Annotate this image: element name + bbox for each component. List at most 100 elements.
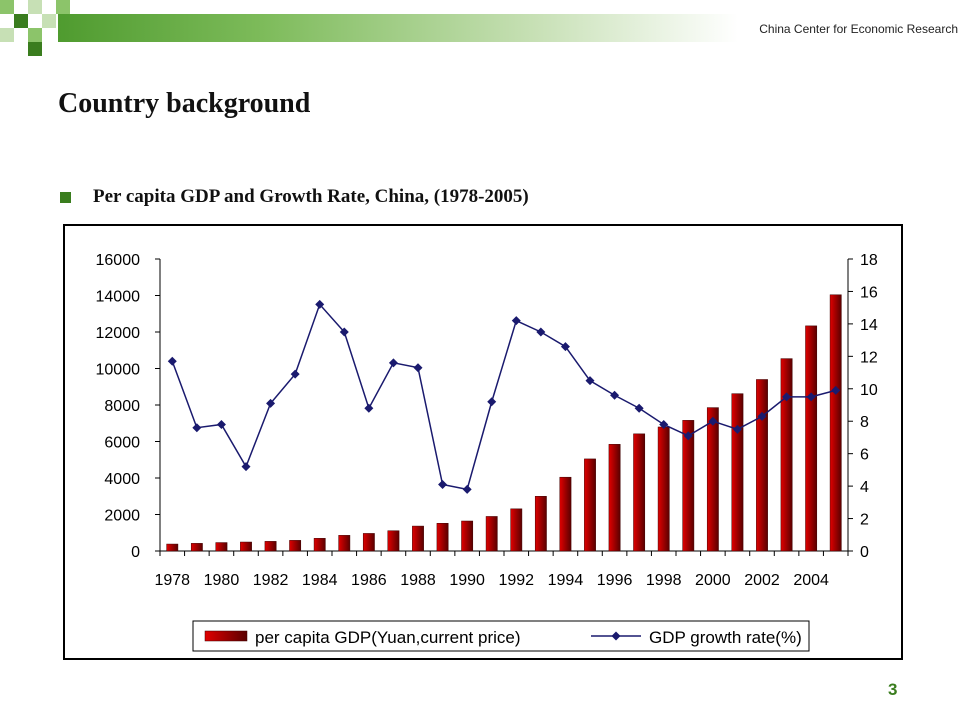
chart-caption: Per capita GDP and Growth Rate, China, (… bbox=[93, 186, 529, 207]
y-left-tick-label: 6000 bbox=[104, 435, 140, 452]
growth-rate-point bbox=[364, 403, 374, 413]
growth-rate-point bbox=[216, 419, 226, 429]
gdp-bar bbox=[264, 541, 277, 552]
growth-rate-point bbox=[831, 385, 841, 395]
y-left-tick-label: 12000 bbox=[96, 325, 141, 342]
gdp-bar bbox=[805, 325, 818, 552]
growth-rate-line bbox=[171, 302, 836, 491]
decor-square bbox=[28, 28, 42, 42]
gdp-bar bbox=[461, 520, 474, 552]
decor-square bbox=[56, 0, 70, 14]
growth-rate-point bbox=[560, 342, 570, 352]
growth-rate-point bbox=[757, 411, 767, 421]
header-decoration: China Center for Economic Research bbox=[0, 0, 960, 60]
growth-rate-point bbox=[659, 419, 669, 429]
gdp-bar bbox=[387, 530, 400, 552]
y-left-tick-label: 8000 bbox=[104, 398, 140, 415]
gdp-bar bbox=[338, 535, 351, 552]
legend-line-marker bbox=[611, 631, 621, 641]
gdp-bar bbox=[657, 426, 670, 552]
legend-bar-swatch bbox=[204, 630, 248, 642]
gdp-bar bbox=[436, 523, 449, 552]
decor-square bbox=[28, 0, 42, 14]
growth-rate-point bbox=[683, 431, 693, 441]
gdp-bar bbox=[215, 542, 228, 552]
y-right-tick-label: 18 bbox=[860, 252, 878, 269]
gdp-bar bbox=[780, 358, 793, 552]
legend-label-gdp: per capita GDP(Yuan,current price) bbox=[255, 628, 521, 647]
growth-rate-point bbox=[241, 462, 251, 472]
x-tick-label: 1978 bbox=[154, 572, 190, 589]
growth-rate-point bbox=[266, 398, 276, 408]
growth-rate-point bbox=[315, 299, 325, 309]
bullet-item: Per capita GDP and Growth Rate, China, (… bbox=[58, 186, 529, 208]
header-gradient-bar bbox=[58, 14, 738, 42]
x-tick-label: 1990 bbox=[449, 572, 485, 589]
decor-square bbox=[42, 14, 56, 28]
x-tick-label: 1988 bbox=[400, 572, 436, 589]
gdp-bar bbox=[706, 407, 719, 552]
growth-rate-point bbox=[487, 397, 497, 407]
y-right-tick-label: 4 bbox=[860, 479, 869, 496]
legend-label-growth: GDP growth rate(%) bbox=[649, 628, 802, 647]
slide-title: Country background bbox=[58, 88, 311, 119]
x-tick-label: 1984 bbox=[302, 572, 338, 589]
y-right-tick-label: 0 bbox=[860, 544, 869, 561]
y-right-tick-label: 16 bbox=[860, 284, 878, 301]
axes: 0 2000 4000 6000 8000 10000 12000 14000 16000 0 2 4… bbox=[96, 252, 878, 589]
growth-rate-point bbox=[167, 356, 177, 366]
y-left-tick-label: 14000 bbox=[96, 289, 141, 306]
gdp-bar bbox=[240, 541, 252, 552]
org-name: China Center for Economic Research bbox=[759, 22, 958, 36]
gdp-bar bbox=[756, 379, 768, 552]
gdp-bar bbox=[362, 533, 375, 552]
legend-box bbox=[192, 620, 810, 652]
combo-chart: 0 2000 4000 6000 8000 10000 12000 14000 16000 0 2 4… bbox=[96, 252, 878, 652]
gdp-bar bbox=[289, 540, 302, 552]
x-tick-label: 1992 bbox=[498, 572, 534, 589]
gdp-bar bbox=[485, 516, 498, 552]
growth-rate-point bbox=[388, 358, 398, 368]
y-right-tick-label: 12 bbox=[860, 349, 878, 366]
chart-container: 0 2000 4000 6000 8000 10000 12000 14000 16000 0 2 4… bbox=[63, 224, 903, 660]
x-tick-label: 2002 bbox=[744, 572, 780, 589]
gdp-bar bbox=[510, 508, 523, 552]
decor-square bbox=[0, 28, 14, 42]
page-number: 3 bbox=[888, 680, 898, 699]
y-right-tick-label: 14 bbox=[860, 317, 878, 334]
gdp-bar bbox=[559, 476, 572, 552]
gdp-bar bbox=[829, 294, 842, 552]
growth-rate-point bbox=[782, 392, 792, 402]
decor-square bbox=[14, 14, 28, 28]
x-tick-label: 1998 bbox=[646, 572, 682, 589]
gdp-bar bbox=[608, 444, 621, 552]
growth-rate-point bbox=[339, 327, 349, 337]
y-left-tick-label: 4000 bbox=[104, 471, 140, 488]
gdp-bar bbox=[633, 433, 646, 552]
y-right-tick-label: 10 bbox=[860, 382, 878, 399]
y-left-tick-label: 16000 bbox=[96, 252, 141, 269]
growth-rate-point bbox=[732, 424, 742, 434]
gdp-bar bbox=[166, 543, 179, 552]
gdp-bar bbox=[313, 538, 326, 552]
gdp-bar bbox=[412, 525, 424, 552]
gdp-bar bbox=[682, 420, 695, 552]
x-tick-label: 1994 bbox=[548, 572, 584, 589]
x-tick-label: 1980 bbox=[204, 572, 240, 589]
y-right-tick-label: 8 bbox=[860, 414, 869, 431]
decor-square bbox=[28, 42, 42, 56]
gdp-bar bbox=[731, 393, 744, 552]
growth-rate-point bbox=[536, 327, 546, 337]
gdp-bar bbox=[584, 458, 596, 552]
growth-rate-point bbox=[290, 369, 300, 379]
decor-square bbox=[0, 0, 14, 14]
growth-rate-point bbox=[192, 423, 202, 433]
bar-series bbox=[166, 294, 842, 552]
x-tick-label: 2000 bbox=[695, 572, 731, 589]
x-tick-label: 2004 bbox=[793, 572, 829, 589]
growth-rate-point bbox=[708, 416, 718, 426]
line-series bbox=[167, 299, 841, 494]
growth-rate-point bbox=[610, 390, 620, 400]
y-left-tick-label: 0 bbox=[131, 544, 140, 561]
legend: per capita GDP(Yuan,current price) GDP gr… bbox=[192, 620, 810, 652]
